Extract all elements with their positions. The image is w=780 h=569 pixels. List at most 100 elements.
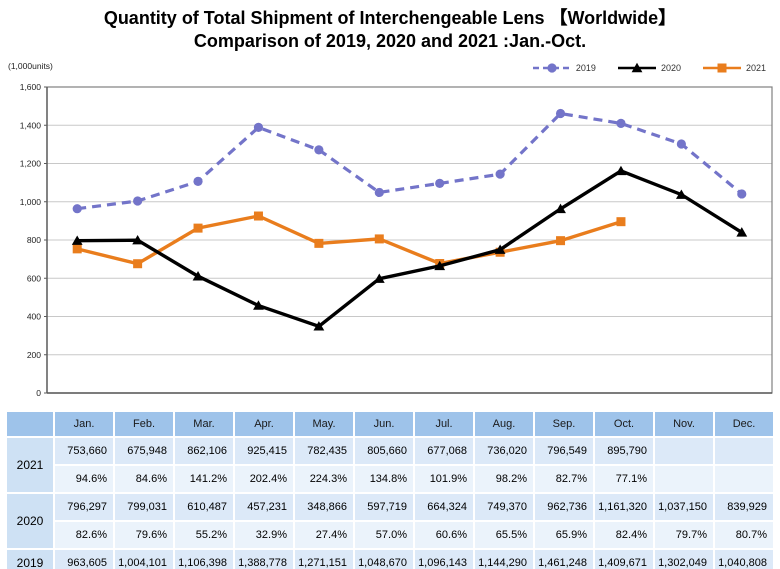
table-header-month: Mar. bbox=[175, 412, 233, 436]
series-line-2020 bbox=[77, 169, 743, 329]
marker-circle bbox=[314, 145, 324, 155]
marker-circle bbox=[435, 178, 445, 188]
marker-circle bbox=[616, 118, 626, 129]
table-cell-value: 796,549 bbox=[535, 438, 593, 464]
year-label-2019: 2019 bbox=[7, 550, 53, 569]
table-header-month: Jun. bbox=[355, 412, 413, 436]
marker-circle bbox=[676, 139, 686, 149]
table-cell-value: 753,660 bbox=[55, 438, 113, 464]
table-cell-value: 925,415 bbox=[235, 438, 293, 464]
y-tick-label: 400 bbox=[27, 312, 41, 322]
table-header-month: Feb. bbox=[115, 412, 173, 436]
marker-circle bbox=[495, 169, 505, 179]
chart-legend: 2019 2020 2021 bbox=[531, 62, 766, 74]
table-cell-value: 1,040,808 bbox=[715, 550, 773, 569]
table-cell-value: 749,370 bbox=[475, 494, 533, 520]
table-header-month: Jul. bbox=[415, 412, 473, 436]
marker-circle bbox=[737, 189, 747, 199]
y-tick-label: 1,400 bbox=[20, 120, 42, 130]
marker-square bbox=[616, 217, 626, 227]
table-cell-value: 1,106,398 bbox=[175, 550, 233, 569]
table-cell-value: 895,790 bbox=[595, 438, 653, 464]
marker-triangle bbox=[631, 62, 643, 73]
legend-item-2020: 2020 bbox=[616, 62, 681, 74]
table-cell-value: 1,096,143 bbox=[415, 550, 473, 569]
legend-item-2019: 2019 bbox=[531, 62, 596, 74]
line-chart: 0 200 400 600 800 1,000 1,200 1,400 1,600 bbox=[20, 82, 773, 398]
table-cell-value: 1,161,320 bbox=[595, 494, 653, 520]
series-line-2021 bbox=[76, 214, 622, 266]
table-cell-percent: 141.2% bbox=[175, 466, 233, 492]
table-cell-percent: 80.7% bbox=[715, 522, 773, 548]
marker-triangle bbox=[71, 235, 83, 245]
table-cell-value bbox=[655, 438, 713, 464]
marker-triangle bbox=[555, 203, 566, 214]
y-tick-label: 800 bbox=[27, 235, 41, 245]
marker-circle bbox=[193, 176, 203, 187]
table-header-month: May. bbox=[295, 412, 353, 436]
table-cell-percent: 224.3% bbox=[295, 466, 353, 492]
marker-triangle bbox=[434, 260, 446, 271]
table-cell-value: 597,719 bbox=[355, 494, 413, 520]
marker-triangle bbox=[132, 234, 144, 245]
table-cell-value: 610,487 bbox=[175, 494, 233, 520]
marker-circle bbox=[547, 63, 557, 73]
table-cell-percent: 27.4% bbox=[295, 522, 353, 548]
table-cell-percent: 82.6% bbox=[55, 522, 113, 548]
y-tick-label: 0 bbox=[36, 388, 41, 398]
table-corner-cell bbox=[7, 412, 53, 436]
table-cell-percent: 32.9% bbox=[235, 522, 293, 548]
legend-item-2021: 2021 bbox=[701, 62, 766, 74]
legend-label-2021: 2021 bbox=[745, 63, 766, 73]
chart-title-line1: Quantity of Total Shipment of Intercheng… bbox=[103, 8, 677, 28]
y-tick-label: 1,600 bbox=[20, 82, 42, 92]
table-cell-percent: 79.7% bbox=[655, 522, 713, 548]
y-axis-units-label: (1,000units) bbox=[8, 61, 53, 71]
marker-square bbox=[133, 259, 143, 269]
table-cell-value: 782,435 bbox=[295, 438, 353, 464]
table-header-month: Dec. bbox=[715, 412, 773, 436]
table-header-month: Oct. bbox=[595, 412, 653, 436]
table-cell-value: 1,388,778 bbox=[235, 550, 293, 569]
chart-title: Quantity of Total Shipment of Intercheng… bbox=[0, 0, 780, 53]
table-cell-value: 799,031 bbox=[115, 494, 173, 520]
grid-lines bbox=[47, 124, 772, 356]
table-cell-value: 805,660 bbox=[355, 438, 413, 464]
series-2019 bbox=[72, 108, 747, 214]
table-cell-percent: 101.9% bbox=[415, 466, 473, 492]
table-cell-value: 1,409,671 bbox=[595, 550, 653, 569]
marker-square bbox=[314, 238, 324, 248]
table-cell-value: 1,048,670 bbox=[355, 550, 413, 569]
table-cell-value: 962,736 bbox=[535, 494, 593, 520]
marker-triangle bbox=[373, 273, 385, 283]
table-cell-percent: 77.1% bbox=[595, 466, 653, 492]
marker-circle bbox=[72, 204, 82, 214]
table-header-month: Sep. bbox=[535, 412, 593, 436]
marker-circle bbox=[253, 122, 264, 132]
y-tick-label: 600 bbox=[27, 273, 41, 283]
table-cell-percent: 82.7% bbox=[535, 466, 593, 492]
series-line-2019 bbox=[76, 111, 743, 211]
marker-circle bbox=[374, 187, 384, 198]
table-header-month: Aug. bbox=[475, 412, 533, 436]
table-cell-percent: 60.6% bbox=[415, 522, 473, 548]
marker-triangle bbox=[736, 227, 748, 237]
table-cell-percent bbox=[715, 466, 773, 492]
marker-square bbox=[193, 223, 203, 233]
marker-square bbox=[717, 63, 727, 73]
table-header-month: Jan. bbox=[55, 412, 113, 436]
table-header-month: Apr. bbox=[235, 412, 293, 436]
data-table: Jan. Feb. Mar. Apr. May. Jun. Jul. Aug. Sep. Oct.… bbox=[5, 410, 775, 569]
marker-square bbox=[374, 234, 384, 244]
y-tick-label: 1,200 bbox=[20, 159, 42, 169]
table-cell-percent: 84.6% bbox=[115, 466, 173, 492]
table-cell-percent: 202.4% bbox=[235, 466, 293, 492]
table-cell-value: 1,037,150 bbox=[655, 494, 713, 520]
marker-triangle bbox=[192, 271, 204, 281]
table-cell-percent: 94.6% bbox=[55, 466, 113, 492]
table-cell-value: 839,929 bbox=[715, 494, 773, 520]
y-tick-label: 1,000 bbox=[20, 197, 42, 207]
table-cell-value: 675,948 bbox=[115, 438, 173, 464]
table-cell-percent bbox=[655, 466, 713, 492]
